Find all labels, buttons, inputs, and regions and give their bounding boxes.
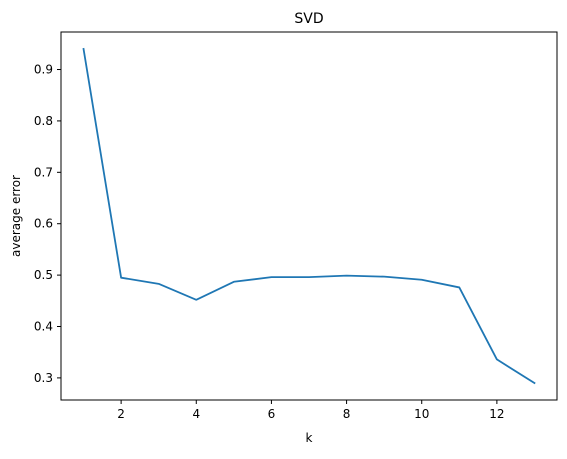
y-tick-label: 0.3 (34, 371, 53, 385)
chart-title: SVD (294, 11, 323, 27)
y-axis-ticks: 0.3 0.4 0.5 0.6 0.7 0.8 0.9 (34, 63, 61, 385)
series-layer (82, 47, 536, 385)
x-tick-label: 2 (117, 407, 125, 421)
x-tick-label: 12 (489, 407, 504, 421)
x-axis-label: k (306, 431, 313, 445)
x-axis-ticks: 2 4 6 8 10 12 (117, 400, 505, 421)
x-tick-label: 8 (343, 407, 351, 421)
y-tick-label: 0.9 (34, 63, 53, 77)
x-tick-label: 4 (192, 407, 200, 421)
plot-frame (60, 31, 558, 401)
y-tick-label: 0.4 (34, 320, 53, 334)
x-tick-label: 6 (268, 407, 276, 421)
y-axis-label: average error (9, 175, 23, 257)
y-tick-label: 0.6 (34, 217, 53, 231)
y-tick-label: 0.5 (34, 268, 53, 282)
y-tick-label: 0.8 (34, 114, 53, 128)
y-tick-label: 0.7 (34, 165, 53, 179)
series-line (82, 47, 536, 385)
x-tick-label: 10 (414, 407, 429, 421)
